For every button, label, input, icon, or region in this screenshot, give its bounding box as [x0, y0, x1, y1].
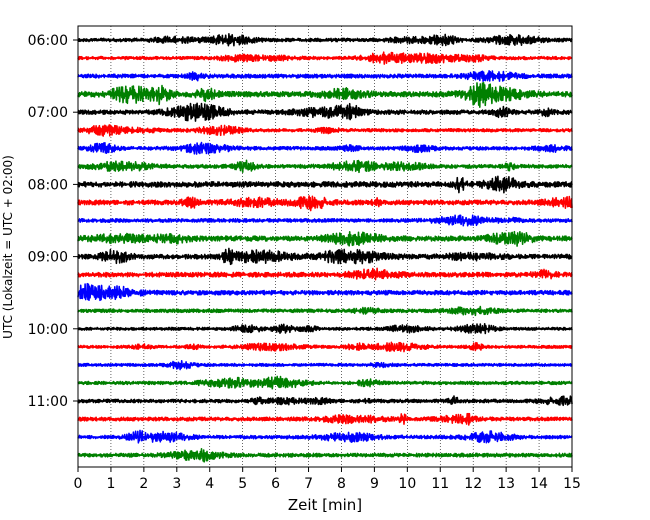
x-tick-label: 8	[337, 476, 346, 492]
x-tick-label: 14	[530, 476, 548, 492]
trace-1145	[77, 448, 573, 463]
y-tick-label: 09:00	[28, 250, 68, 266]
x-tick-label: 6	[271, 476, 280, 492]
trace-0915	[77, 267, 573, 281]
x-tick-label: 11	[431, 476, 449, 492]
y-tick-label: 08:00	[28, 177, 68, 193]
x-tick-label: 12	[464, 476, 482, 492]
trace-1015	[77, 341, 573, 353]
trace-1115	[77, 412, 573, 426]
trace-1000	[77, 323, 573, 335]
x-tick-label: 2	[139, 476, 148, 492]
x-tick-label: 15	[563, 476, 581, 492]
y-tick-label: 10:00	[28, 322, 68, 338]
x-tick-label: 0	[74, 476, 83, 492]
trace-1130	[77, 429, 573, 444]
y-axis-ticks: 06:00 07:00 08:00 09:00 10:00 11:00	[28, 33, 78, 410]
trace-0830	[77, 214, 573, 227]
trace-0715	[77, 124, 573, 137]
x-tick-label: 10	[398, 476, 416, 492]
y-axis-label: UTC (Lokalzeit = UTC + 02:00)	[1, 155, 15, 339]
x-tick-label: 13	[497, 476, 515, 492]
trace-0615	[77, 51, 573, 65]
trace-0600	[77, 33, 573, 47]
x-tick-label: 7	[304, 476, 313, 492]
x-tick-label: 4	[205, 476, 214, 492]
x-axis-ticks: 0 1 2 3 4 5 6 7 8 9 10 11 12 13 14 15	[74, 467, 581, 492]
x-axis-label: Zeit [min]	[288, 496, 362, 514]
trace-0815	[77, 195, 573, 212]
trace-0630	[77, 69, 573, 83]
trace-0745	[77, 159, 573, 174]
trace-0730	[77, 141, 573, 155]
trace-0800	[77, 175, 573, 194]
plot-frame	[77, 25, 573, 468]
x-tick-label: 1	[106, 476, 115, 492]
x-tick-label: 3	[172, 476, 181, 492]
trace-0845	[77, 230, 573, 247]
seismic-traces	[77, 33, 573, 463]
x-tick-label: 9	[370, 476, 379, 492]
trace-1045	[77, 375, 573, 390]
trace-0945	[77, 305, 573, 317]
x-tick-label: 5	[238, 476, 247, 492]
trace-1030	[77, 360, 573, 371]
trace-0930	[77, 282, 573, 302]
trace-1100	[77, 395, 573, 407]
y-tick-label: 07:00	[28, 105, 68, 121]
trace-0645	[77, 81, 573, 108]
trace-0900	[77, 247, 573, 266]
y-tick-label: 06:00	[28, 33, 68, 49]
y-tick-label: 11:00	[28, 394, 68, 410]
trace-0700	[77, 102, 573, 122]
